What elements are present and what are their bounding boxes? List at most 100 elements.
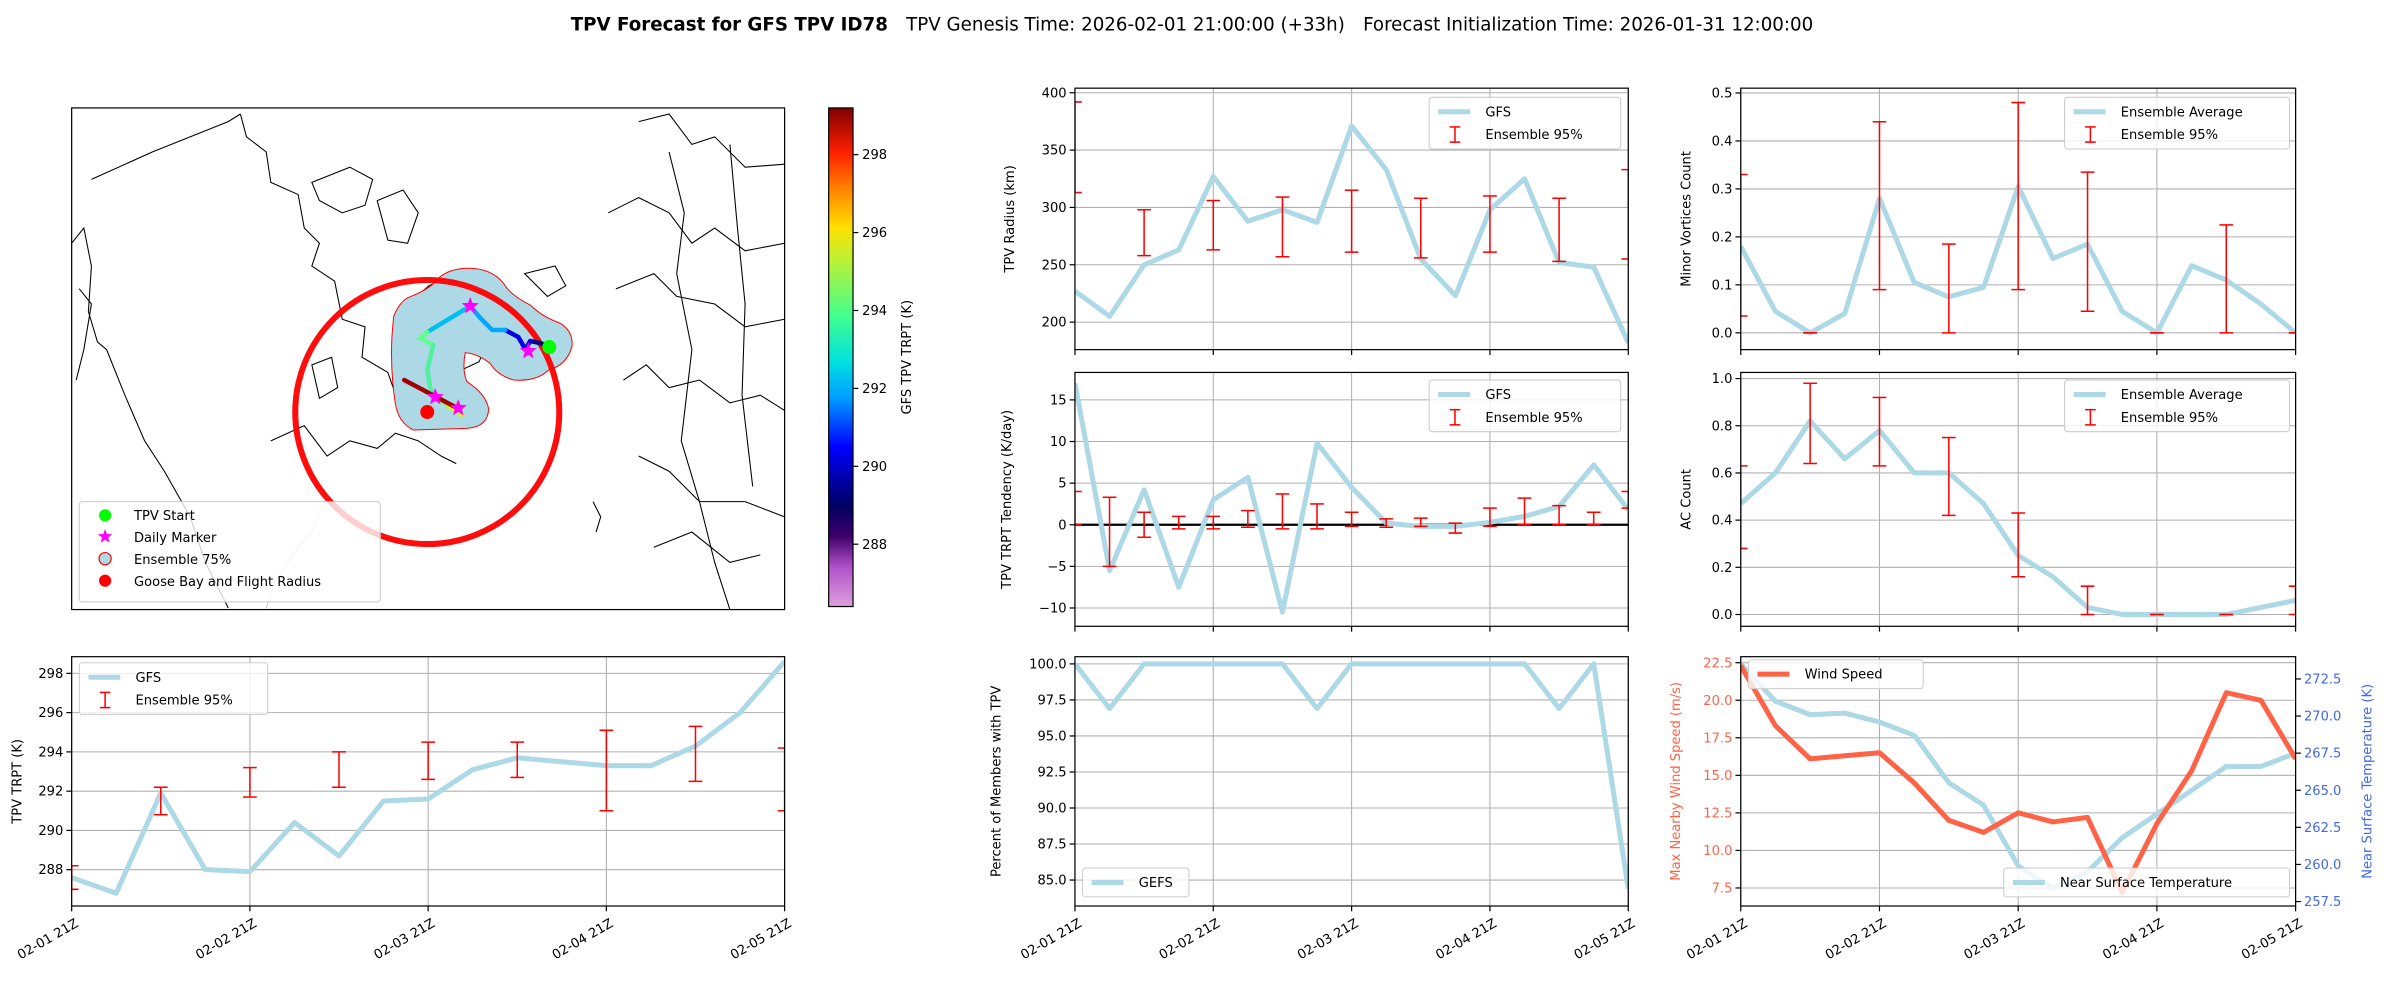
y-tick-label: 288 [38,863,63,878]
daily-markers [426,297,537,416]
plot-area [1740,101,2296,336]
chart-trpt: 288 290 292 294 296 298 TPV TRPT (K) 02-01 21Z 0… [11,656,794,963]
legend-label: Ensemble 95% [2121,411,2218,426]
error-bar [1483,507,1497,528]
error-bar [1275,493,1290,530]
error-bar [1448,522,1463,534]
error-bar [1074,490,1082,526]
y-tick-label: 250 [1042,258,1067,273]
y-tick-label: 0 [1058,518,1066,533]
axes-frame [1074,656,1629,907]
y-tick-label: 350 [1042,144,1067,159]
legend-goose-bay-icon [99,574,112,587]
x-tick-label: 02-05 21Z [1572,916,1638,963]
y-tick-label: 200 [1042,316,1067,331]
error-bar [1941,243,1956,334]
y-tick-label: 0.3 [1712,182,1733,197]
legend-errorbar-icon [1449,408,1461,426]
title-bold: TPV Forecast for GFS TPV ID78 [571,14,888,35]
legend: GFS Ensemble 95% [78,662,269,715]
y2-tick-label: 267.5 [2304,747,2341,762]
y-tick-label: 294 [38,745,63,760]
error-bar [1171,515,1186,530]
legend-errorbar-icon [2085,126,2096,143]
x-tick-label: 02-05 21Z [728,916,794,963]
x-tick-label: 02-04 21Z [550,916,616,963]
legend-errorbar-icon [2085,408,2096,426]
y-tick-label: 7.5 [1712,882,1733,897]
y-tick-label: 90.0 [1037,802,1066,817]
y2-axis-label: Near Surface Temperature (K) [2361,684,2376,879]
y-tick-label: 292 [38,785,63,800]
error-bar [2080,585,2095,616]
flight-radius-circle [292,277,563,548]
y-tick-label: 0.0 [1712,608,1733,623]
y-tick-label: 22.5 [1703,656,1732,671]
temperature-line [1740,662,2296,891]
legend-errorbar-icon [99,691,111,709]
legend-tpv-start-icon [99,509,112,522]
y-tick-label: 290 [38,824,63,839]
x-tick-label: 02-02 21Z [1157,916,1223,963]
error-bar [777,747,785,812]
y-tick-label: 10 [1050,435,1067,450]
x-tick-label: 02-03 21Z [1962,916,2028,963]
series-line [1074,123,1629,344]
x-tick-label: 02-04 21Z [1433,916,1499,963]
plot-area [1740,382,2296,617]
axes-frame [1074,371,1629,627]
x-tick-label: 02-03 21Z [1295,916,1361,963]
y-tick-label: 95.0 [1037,730,1066,745]
error-bar [1241,509,1255,529]
legend-label: GFS [136,671,162,686]
plot-area [1074,661,1629,890]
y-tick-label: 10.0 [1703,844,1732,859]
legend-label: Daily Marker [134,531,217,546]
axes-frame [71,656,786,907]
colorbar-label: GFS TPV TRPT (K) [900,300,915,415]
colorbar-tick-label: 290 [862,460,887,475]
y-axis-label: Percent of Members with TPV [989,686,1004,877]
legend-label: GFS [1485,388,1511,403]
map-frame [71,107,786,611]
plot-area [71,659,785,896]
legend: Ensemble Average Ensemble 95% [2064,96,2291,150]
chart-minor: 0.0 0.1 0.2 0.3 0.4 0.5 Minor Vortices Count En… [1680,87,2297,355]
error-bar [1074,101,1082,194]
error-bar [510,741,525,779]
legend-label: Ensemble 75% [134,553,231,568]
y-tick-label: 0.8 [1712,419,1733,434]
x-tick-label: 02-02 21Z [193,916,259,963]
x-tick-label: 02-01 21Z [1018,916,1084,963]
y-tick-label: 0.0 [1712,326,1733,341]
track-overlay [292,267,573,548]
plot-area [1074,101,1629,344]
legend-label: Ensemble Average [2121,388,2243,403]
error-bar [332,751,346,788]
y-tick-label: 85.0 [1037,874,1066,889]
axes-frame [1740,371,2297,627]
x-tick-label: 02-03 21Z [372,916,438,963]
y-tick-label: 15 [1050,393,1067,408]
legend-label: Ensemble 95% [1485,411,1582,426]
daily-marker-star-icon [461,297,479,314]
error-bar [71,864,79,891]
legend-star-icon [97,529,113,543]
error-bar [1102,496,1117,568]
error-bar [1206,515,1221,530]
legend-temperature: Near Surface Temperature [2003,867,2291,898]
ensemble-75-region [391,267,573,431]
error-bar [1621,168,1629,260]
y-axis-label: Max Nearby Wind Speed (m/s) [1669,682,1684,881]
tpv-track [402,303,552,418]
y-tick-label: 0.2 [1712,561,1733,576]
error-bar [1137,208,1151,257]
y-tick-label: 15.0 [1703,769,1732,784]
colorbar-tick-label: 294 [862,304,887,319]
legend-label: Ensemble 95% [136,694,233,709]
legend: GEFS [1082,867,1190,898]
genesis-time: TPV Genesis Time: 2026-02-01 21:00:00 (+… [905,14,1345,35]
y-tick-label: 0.6 [1712,466,1733,481]
daily-marker-star-icon [426,388,444,405]
y-tick-label: 298 [38,667,63,682]
